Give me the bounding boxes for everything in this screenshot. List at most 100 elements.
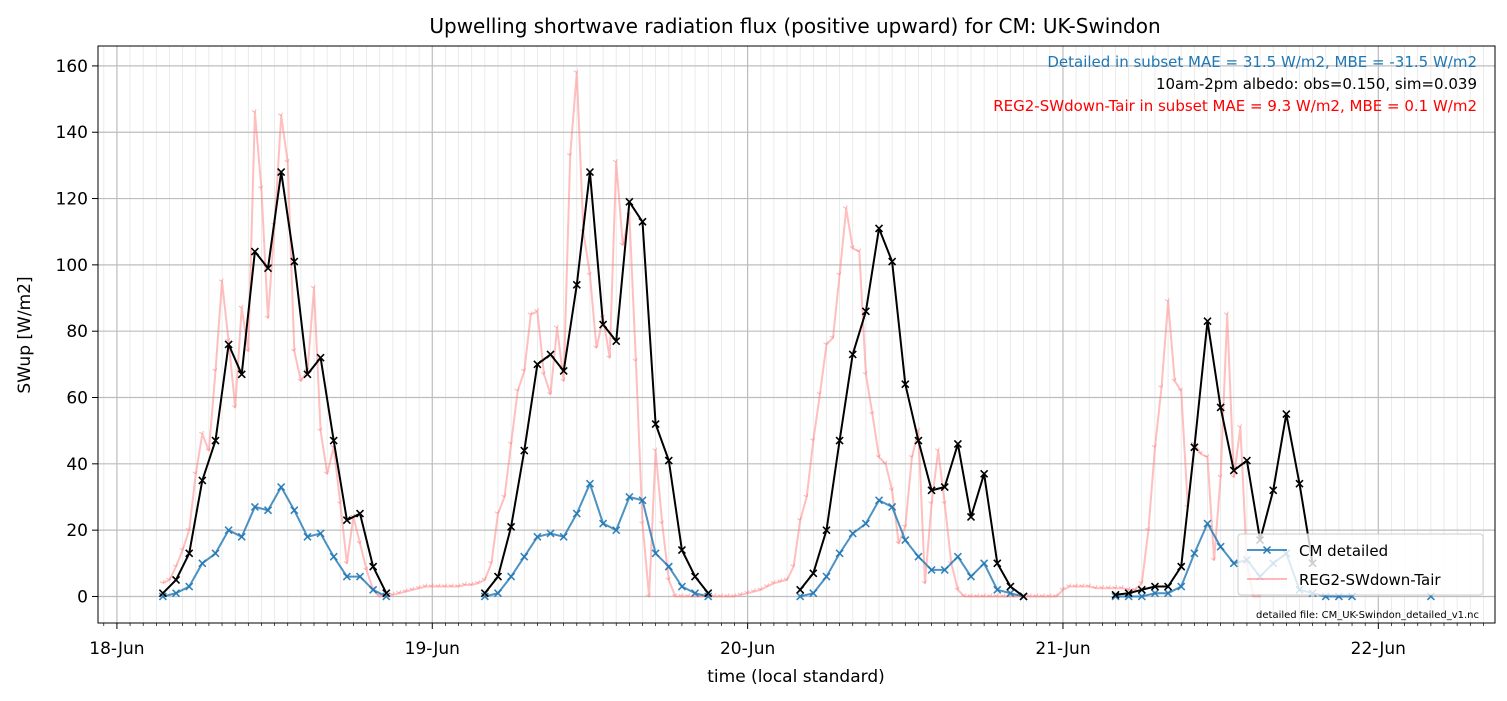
legend-label-reg2: REG2-SWdown-Tair bbox=[1299, 571, 1441, 589]
series-cm-detailed-point bbox=[158, 592, 167, 601]
series-cm-detailed-point bbox=[993, 585, 1002, 594]
series-reg2-swdown-tair-point bbox=[994, 593, 999, 597]
series-observed-point bbox=[704, 589, 713, 598]
series-reg2-swdown-tair-point bbox=[672, 593, 678, 597]
x-tick-label: 19-Jun bbox=[405, 639, 460, 659]
series-reg2-swdown-tair-point bbox=[842, 205, 848, 209]
series-reg2-swdown-tair-point bbox=[199, 430, 204, 435]
series-reg2-swdown-tair-point bbox=[317, 427, 323, 432]
series-reg2-swdown-tair-point bbox=[231, 404, 237, 408]
series-reg2-swdown-tair-point bbox=[810, 437, 815, 442]
series-cm-detailed-point bbox=[382, 592, 391, 601]
series-observed-point bbox=[1216, 403, 1225, 412]
series-cm-detailed-point bbox=[940, 565, 949, 575]
series-cm-detailed-point bbox=[1177, 582, 1186, 591]
series-observed-point bbox=[1150, 582, 1160, 591]
series-reg2-swdown-tair-point bbox=[1177, 387, 1183, 392]
series-cm-detailed-point bbox=[559, 532, 568, 541]
series-cm-detailed-point bbox=[198, 559, 207, 568]
plot-frame bbox=[97, 45, 1496, 624]
series-reg2-swdown-tair bbox=[159, 69, 1262, 598]
series-reg2-swdown-tair-point bbox=[323, 470, 329, 475]
annotation-albedo: 10am-2pm albedo: obs=0.150, sim=0.039 bbox=[1156, 75, 1477, 93]
series-cm-detailed-point bbox=[1190, 549, 1199, 558]
series-reg2-swdown-tair-point bbox=[823, 341, 829, 345]
series-observed-point bbox=[382, 589, 391, 598]
series-reg2-swdown-tair-point bbox=[612, 158, 618, 163]
series-reg2-swdown-tair-point bbox=[1230, 473, 1236, 478]
series-reg2-swdown-tair-point bbox=[442, 583, 448, 587]
series-observed-point bbox=[914, 436, 923, 445]
series-reg2-swdown-tair-point bbox=[1072, 583, 1078, 587]
series-reg2-swdown-tair-point bbox=[724, 593, 730, 597]
series-observed-point bbox=[1269, 486, 1278, 495]
series-reg2-swdown-tair-point bbox=[1046, 593, 1052, 597]
series-observed-point bbox=[185, 549, 194, 558]
series-cm-detailed-point bbox=[966, 572, 976, 581]
x-tick-label: 22-Jun bbox=[1351, 639, 1406, 659]
series-reg2-swdown-tair-point bbox=[573, 69, 579, 73]
series-reg2-swdown-tair-point bbox=[1223, 311, 1229, 316]
series-reg2-swdown-tair-point bbox=[737, 591, 743, 596]
series-reg2-swdown-tair-point bbox=[468, 581, 474, 586]
series-reg2-swdown-tair-point bbox=[921, 580, 927, 584]
series-reg2-swdown-tair-point bbox=[435, 583, 441, 587]
series-reg2-swdown-tair-point bbox=[258, 185, 264, 190]
series-reg2-swdown-tair-point bbox=[1145, 526, 1151, 531]
series-observed-point bbox=[546, 350, 555, 359]
series-reg2-swdown-tair-point bbox=[1099, 584, 1105, 589]
series-reg2-swdown-tair-point bbox=[685, 593, 691, 597]
series-reg2-swdown-tair-point bbox=[882, 460, 888, 465]
y-tick-label: 40 bbox=[66, 455, 88, 475]
series-reg2-swdown-tair-point bbox=[245, 347, 250, 352]
series-reg2-swdown-tair-point bbox=[481, 576, 487, 581]
series-observed-point bbox=[342, 516, 351, 525]
series-cm-detailed-point bbox=[1006, 589, 1015, 598]
series-cm-detailed-point bbox=[888, 502, 897, 512]
series-reg2-swdown-tair-point bbox=[783, 576, 789, 581]
legend-label-cm-detailed: CM detailed bbox=[1299, 542, 1388, 560]
series-observed-point bbox=[888, 257, 897, 266]
series-observed-point bbox=[835, 436, 844, 445]
series-observed-point bbox=[533, 360, 542, 369]
series-observed-point bbox=[1203, 317, 1212, 326]
legend: CM detailed REG2-SWdown-Tair bbox=[1237, 533, 1484, 596]
series-observed-point bbox=[237, 370, 246, 379]
series-cm-detailed-point bbox=[704, 592, 713, 601]
series-reg2-swdown-tair-point bbox=[429, 583, 434, 587]
series-observed-point bbox=[1164, 582, 1173, 591]
series-cm-detailed-point bbox=[277, 482, 286, 492]
series-reg2-swdown-tair-point bbox=[888, 487, 894, 491]
series-reg2-swdown-tair-point bbox=[829, 334, 835, 339]
series-reg2-swdown-tair-point bbox=[488, 560, 494, 564]
series-observed-point bbox=[1124, 589, 1133, 598]
series-reg2-swdown-tair-point bbox=[501, 493, 507, 498]
series-reg2-swdown-tair-point bbox=[862, 371, 868, 375]
series-observed-point bbox=[171, 575, 181, 584]
x-tick-label: 20-Jun bbox=[720, 639, 775, 659]
series-observed-point bbox=[329, 436, 338, 445]
series-reg2-swdown-tair-point bbox=[1118, 584, 1124, 589]
series-reg2-swdown-tair-point bbox=[534, 308, 540, 312]
series-reg2-swdown-tair-point bbox=[389, 591, 395, 596]
series-reg2-swdown-tair-point bbox=[856, 248, 861, 253]
series-reg2-swdown-tair-point bbox=[225, 337, 231, 342]
series-cm-detailed-point bbox=[1203, 519, 1212, 528]
series-reg2-swdown-tair-point bbox=[1138, 580, 1144, 584]
series-reg2-swdown-tair-point bbox=[238, 304, 244, 309]
series-cm-detailed-point bbox=[848, 529, 857, 538]
series-reg2-swdown-tair-point bbox=[803, 493, 809, 498]
grid bbox=[98, 46, 1495, 623]
series-observed-point bbox=[211, 436, 220, 445]
series-reg2-swdown-tair-point bbox=[1125, 586, 1131, 591]
series-reg2-swdown-tair-point bbox=[422, 583, 428, 587]
series-observed-point bbox=[250, 247, 259, 256]
series-observed-point bbox=[822, 526, 831, 535]
series-cm-detailed-point bbox=[1229, 559, 1238, 568]
series-reg2-swdown-tair-point bbox=[757, 586, 763, 591]
series-reg2-swdown-tair-point bbox=[547, 391, 553, 395]
series-cm-detailed-point bbox=[546, 529, 555, 538]
series-reg2-swdown-tair-point bbox=[961, 593, 967, 597]
series-observed-point bbox=[507, 522, 516, 531]
series-reg2-swdown-tair-point bbox=[1059, 586, 1065, 591]
